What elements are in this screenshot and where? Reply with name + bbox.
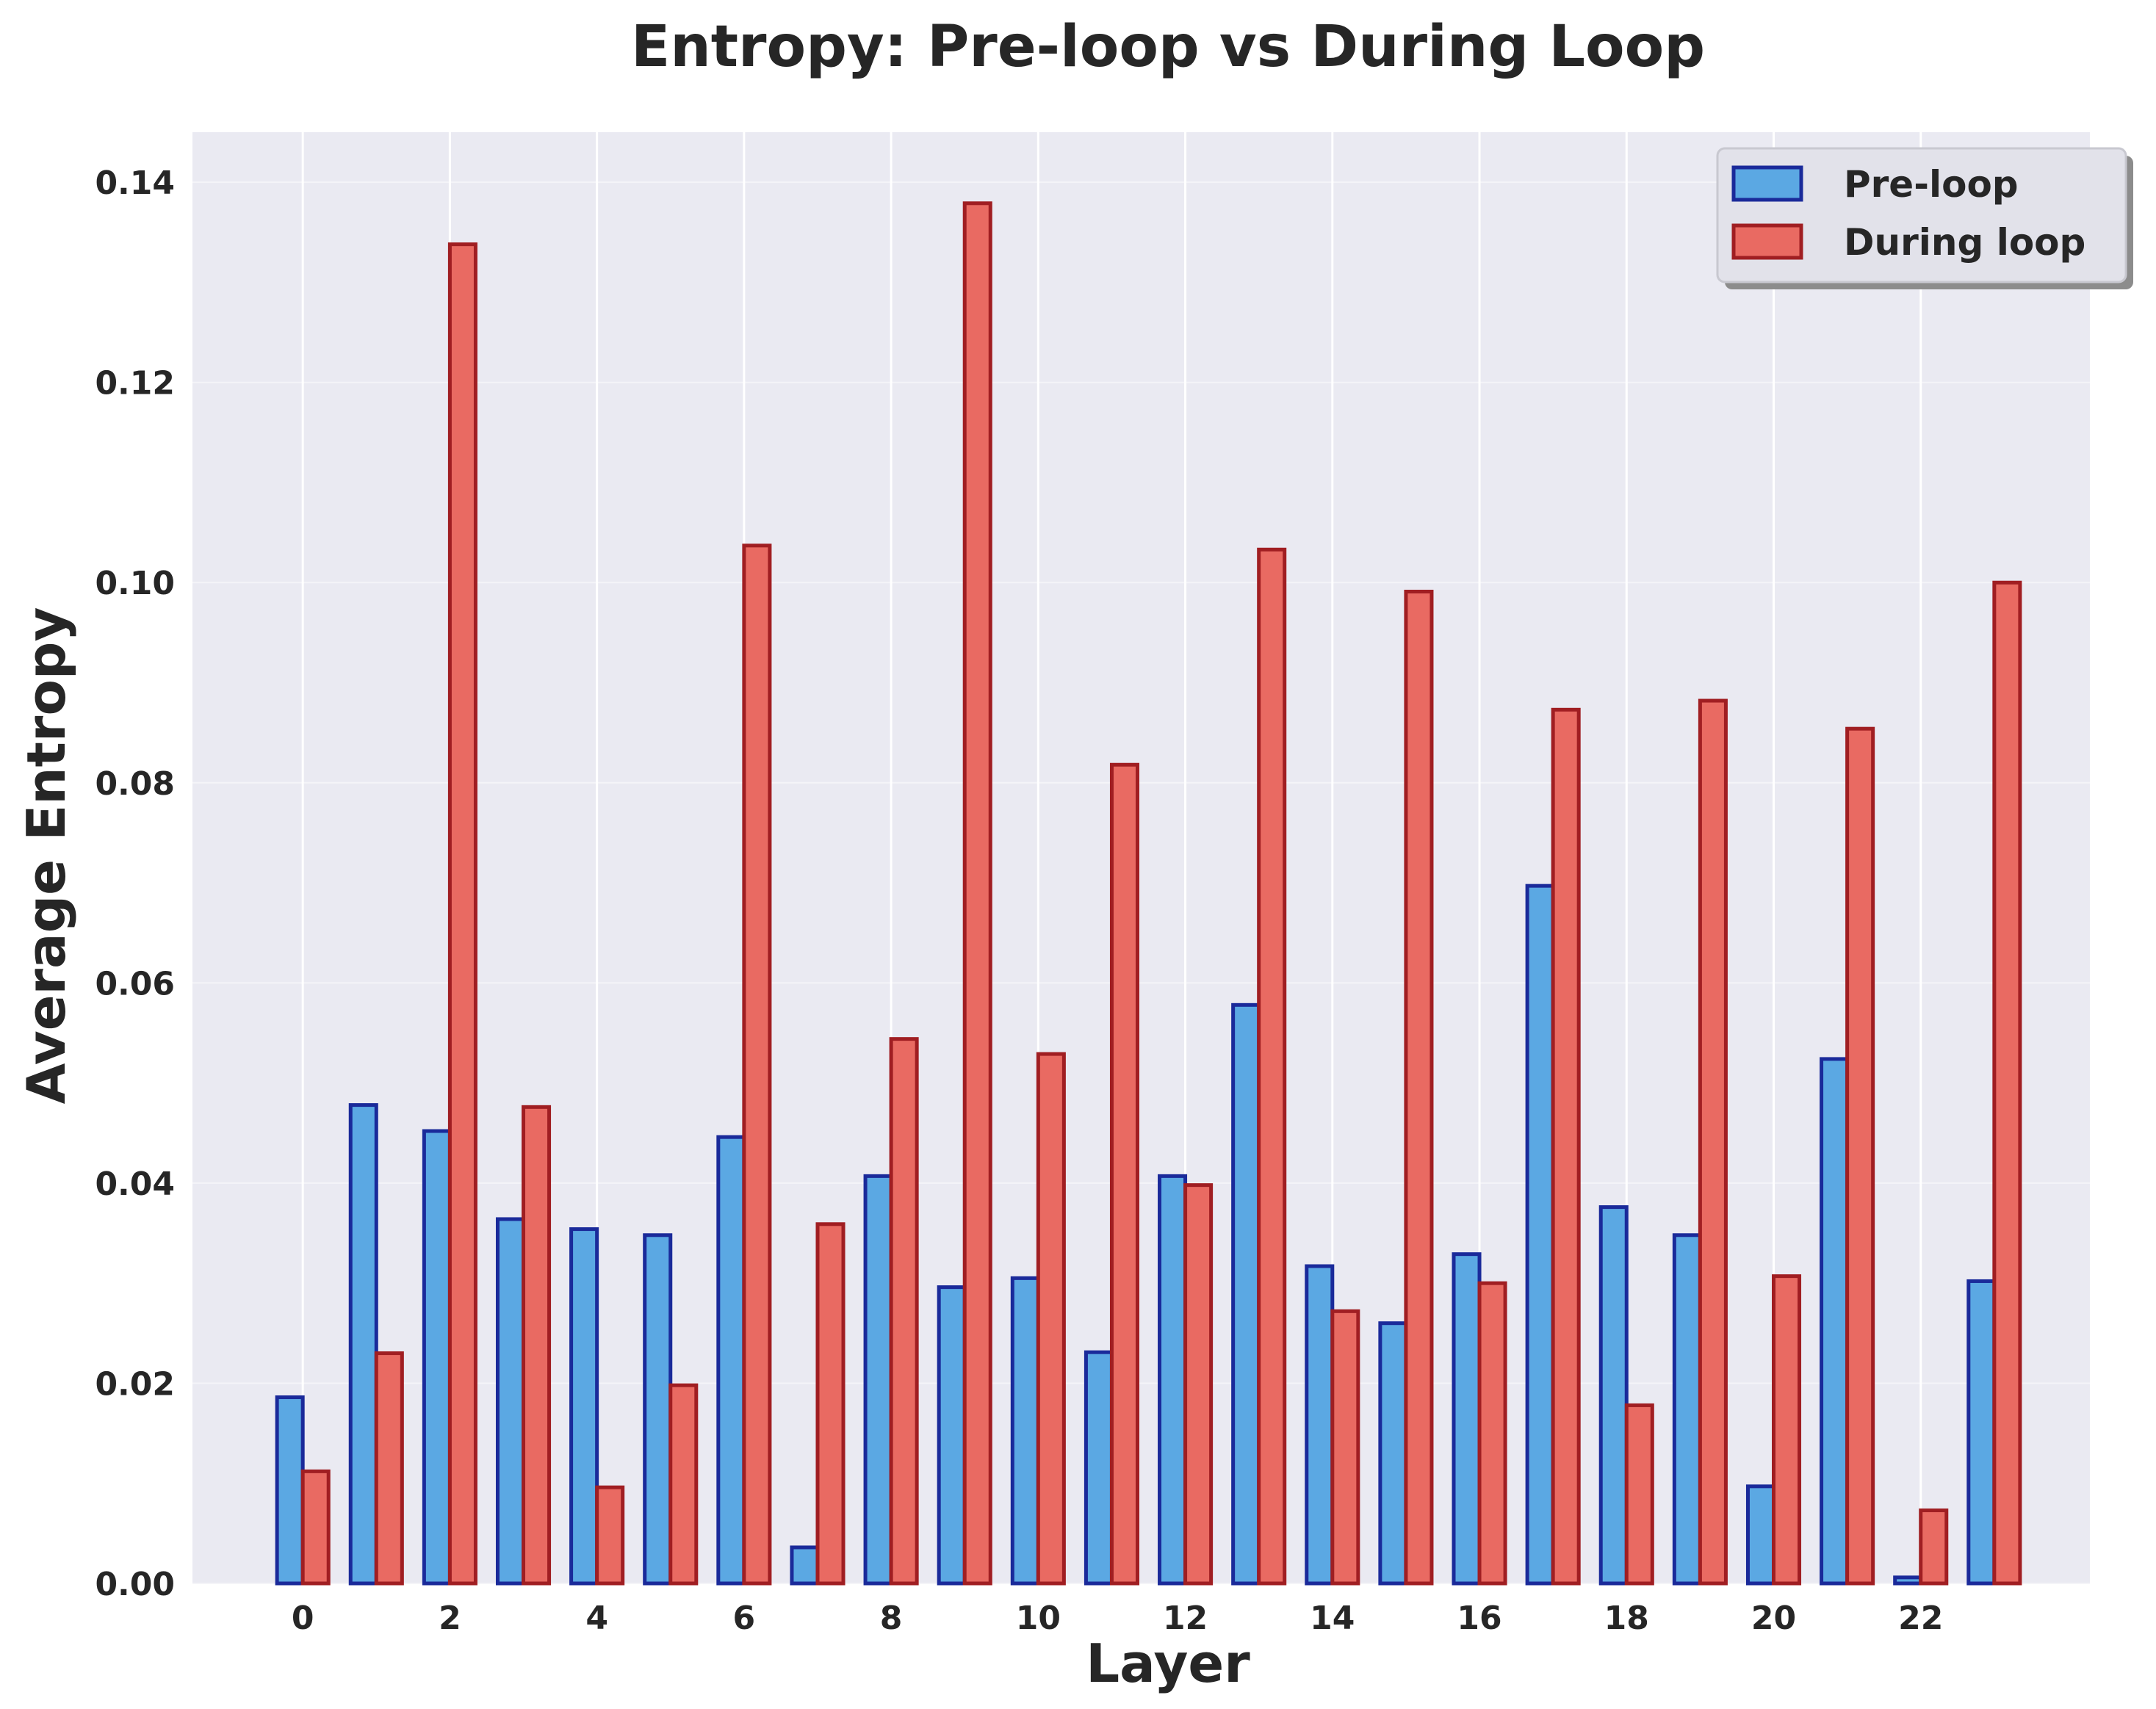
y-tick-label: 0.02 xyxy=(95,1365,175,1403)
bar-pre-loop-layer-15 xyxy=(1378,1321,1408,1586)
x-tick-label: 16 xyxy=(1457,1600,1501,1637)
bar-pre-loop-layer-3 xyxy=(495,1217,526,1586)
bar-during-loop-layer-10 xyxy=(1036,1052,1066,1586)
bar-during-loop-layer-13 xyxy=(1257,547,1287,1586)
bar-during-loop-layer-0 xyxy=(300,1469,331,1586)
y-axis-ticks: 0.00 0.02 0.04 0.06 0.08 0.10 0.12 0.14 xyxy=(95,165,175,1603)
bar-during-loop-layer-23 xyxy=(1992,580,2022,1586)
bar-pre-loop-layer-13 xyxy=(1231,1002,1261,1586)
x-tick-label: 10 xyxy=(1016,1600,1061,1637)
bar-pre-loop-layer-12 xyxy=(1158,1174,1188,1586)
bar-during-loop-layer-9 xyxy=(962,201,992,1586)
bar-pre-loop-layer-19 xyxy=(1672,1233,1702,1586)
bar-during-loop-layer-6 xyxy=(742,543,772,1586)
y-tick-label: 0.10 xyxy=(95,565,175,602)
bar-pre-loop-layer-0 xyxy=(275,1395,305,1586)
bars xyxy=(275,201,2022,1586)
bar-pre-loop-layer-17 xyxy=(1525,884,1555,1586)
x-tick-label: 8 xyxy=(880,1600,903,1637)
bar-during-loop-layer-21 xyxy=(1845,726,1875,1586)
bar-pre-loop-layer-11 xyxy=(1084,1350,1114,1586)
y-tick-label: 0.04 xyxy=(95,1166,175,1203)
bar-during-loop-layer-18 xyxy=(1624,1403,1654,1586)
bar-during-loop-layer-7 xyxy=(815,1222,846,1586)
bar-during-loop-layer-3 xyxy=(522,1105,552,1586)
y-tick-label: 0.14 xyxy=(95,165,175,202)
x-tick-label: 20 xyxy=(1751,1600,1796,1637)
x-axis-ticks: 0 2 4 6 8 10 12 14 16 18 20 22 xyxy=(292,1600,1943,1637)
bar-pre-loop-layer-7 xyxy=(790,1545,820,1586)
x-tick-label: 12 xyxy=(1163,1600,1208,1637)
chart-title: Entropy: Pre-loop vs During Loop xyxy=(631,14,1705,80)
x-tick-label: 14 xyxy=(1310,1600,1355,1637)
bar-pre-loop-layer-1 xyxy=(348,1103,378,1586)
x-tick-label: 22 xyxy=(1898,1600,1943,1637)
bar-during-loop-layer-14 xyxy=(1330,1309,1360,1586)
x-axis-label: Layer xyxy=(1086,1633,1250,1694)
legend-swatch-pre-loop xyxy=(1731,165,1803,202)
bar-pre-loop-layer-18 xyxy=(1598,1205,1629,1586)
bar-pre-loop-layer-14 xyxy=(1305,1264,1335,1586)
bar-pre-loop-layer-21 xyxy=(1820,1057,1850,1586)
bar-during-loop-layer-5 xyxy=(668,1383,699,1586)
bar-pre-loop-layer-22 xyxy=(1893,1575,1923,1586)
bar-pre-loop-layer-6 xyxy=(716,1135,746,1586)
x-tick-label: 4 xyxy=(585,1600,608,1637)
y-tick-label: 0.08 xyxy=(95,765,175,803)
bar-pre-loop-layer-20 xyxy=(1745,1484,1775,1586)
x-tick-label: 2 xyxy=(439,1600,461,1637)
bar-during-loop-layer-20 xyxy=(1772,1274,1802,1586)
bar-pre-loop-layer-2 xyxy=(422,1129,452,1586)
bar-pre-loop-layer-5 xyxy=(643,1233,673,1586)
bar-pre-loop-layer-4 xyxy=(569,1227,599,1586)
bar-during-loop-layer-22 xyxy=(1919,1509,1949,1586)
y-tick-label: 0.06 xyxy=(95,965,175,1002)
y-tick-label: 0.00 xyxy=(95,1566,175,1603)
bar-during-loop-layer-17 xyxy=(1551,707,1581,1586)
bar-during-loop-layer-11 xyxy=(1109,762,1139,1586)
bar-during-loop-layer-4 xyxy=(595,1485,625,1586)
legend-label-during-loop: During loop xyxy=(1844,221,2085,264)
bar-during-loop-layer-12 xyxy=(1183,1183,1214,1586)
bar-during-loop-layer-19 xyxy=(1698,698,1728,1586)
x-tick-label: 6 xyxy=(733,1600,756,1637)
legend-swatch-during-loop xyxy=(1731,223,1803,260)
bar-during-loop-layer-8 xyxy=(889,1037,919,1586)
y-tick-label: 0.12 xyxy=(95,365,175,402)
bar-pre-loop-layer-16 xyxy=(1452,1252,1482,1586)
x-tick-label: 18 xyxy=(1604,1600,1649,1637)
bar-during-loop-layer-15 xyxy=(1404,590,1434,1586)
bar-pre-loop-layer-9 xyxy=(937,1285,967,1586)
y-axis-label: Average Entropy xyxy=(15,607,77,1105)
bar-pre-loop-layer-10 xyxy=(1010,1276,1040,1586)
bar-during-loop-layer-1 xyxy=(374,1351,404,1586)
bar-during-loop-layer-2 xyxy=(447,242,477,1586)
bar-pre-loop-layer-8 xyxy=(863,1174,893,1586)
legend: Pre-loop During loop xyxy=(1716,147,2133,289)
legend-box xyxy=(1716,147,2127,283)
legend-label-pre-loop: Pre-loop xyxy=(1844,163,2019,206)
bar-during-loop-layer-16 xyxy=(1477,1281,1507,1586)
x-tick-label: 0 xyxy=(292,1600,314,1637)
bar-pre-loop-layer-23 xyxy=(1966,1279,1997,1586)
